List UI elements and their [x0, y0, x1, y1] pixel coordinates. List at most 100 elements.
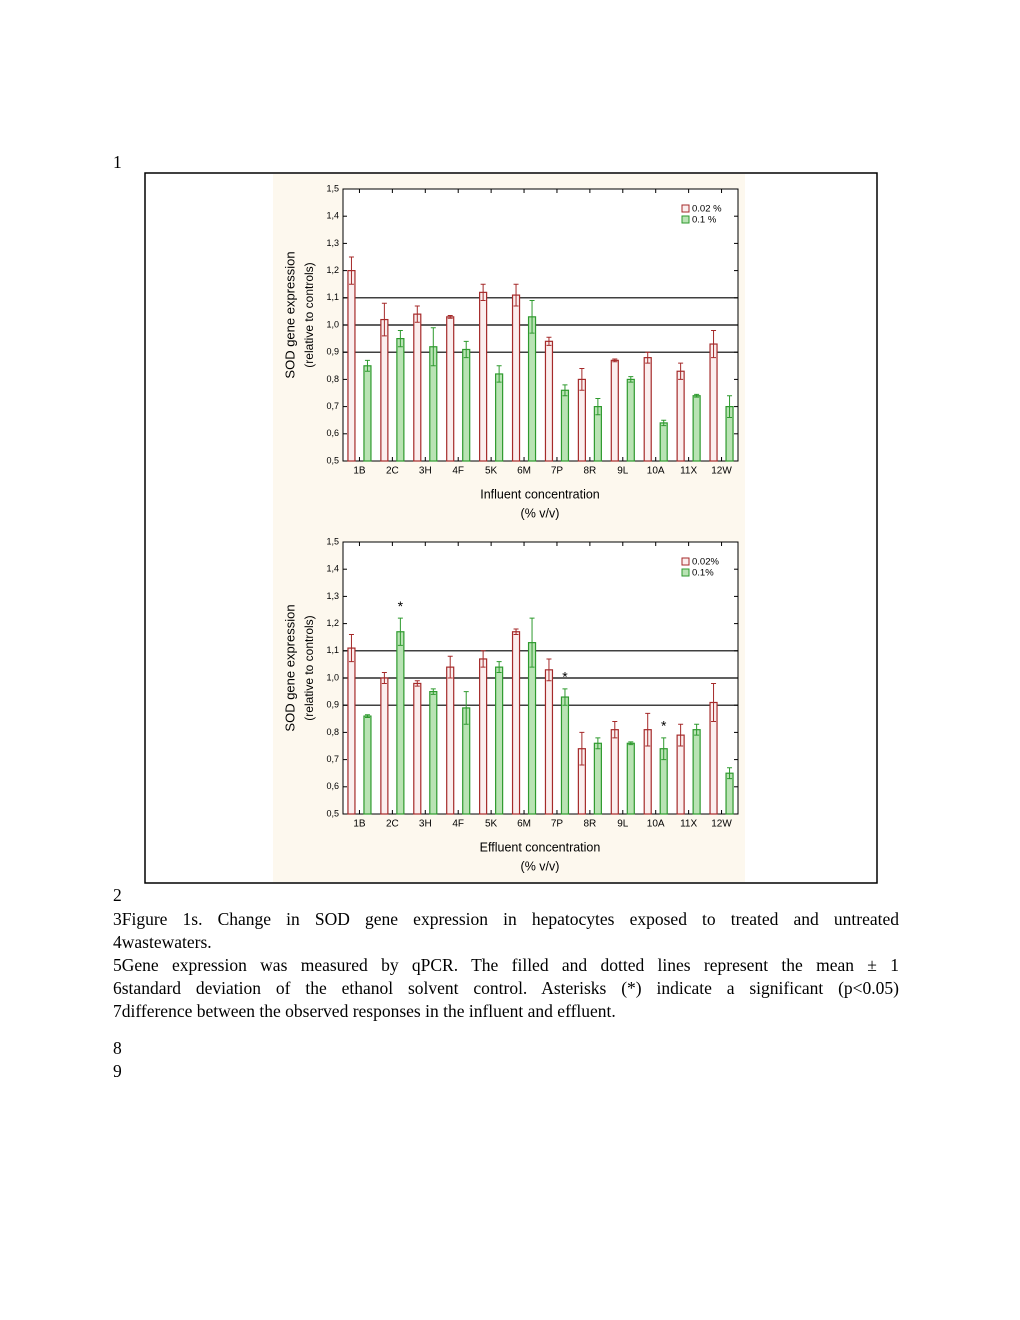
line-number: 6 [113, 978, 122, 998]
error-bar [628, 741, 634, 746]
bar [396, 631, 405, 815]
bar [593, 742, 602, 815]
bar [527, 316, 537, 462]
bar [511, 294, 521, 462]
bar [709, 343, 718, 462]
y-tick-label: 1,1 [326, 292, 339, 302]
y-tick-label: 1,5 [326, 183, 339, 193]
bar [446, 316, 455, 462]
bar [446, 666, 455, 815]
error-bar [480, 283, 486, 302]
bar [626, 378, 635, 462]
error-bar [397, 617, 403, 646]
chart: 0,5 0,6 0,7 0,8 0,9 1,0 1,1 1,2 1,3 1,4 1,5 1B 2C 3H 4… [282, 183, 739, 520]
x-tick-label: 5K [485, 819, 498, 830]
y-tick-label: 1,3 [326, 238, 339, 248]
caption-line: 5Gene expression was measured by qPCR. T… [113, 954, 899, 977]
x-tick-label: 10A [647, 466, 665, 477]
error-bar [562, 384, 568, 397]
chart: 0,5 0,6 0,7 0,8 0,9 1,0 1,1 1,2 1,3 1,4 1,5 1B 2C 3H 4… [282, 536, 739, 873]
legend-swatch [681, 568, 690, 577]
error-bar [694, 393, 700, 398]
error-bar [579, 731, 585, 766]
error-bar [529, 617, 535, 668]
bar [659, 422, 668, 462]
error-bar [447, 314, 453, 319]
y-tick-label: 1,2 [326, 265, 339, 275]
x-tick-label: 2C [386, 819, 399, 830]
error-bar [447, 655, 453, 679]
bar [676, 370, 685, 462]
y-tick-label: 0,7 [326, 401, 339, 411]
error-bar [480, 650, 486, 668]
x-tick-label: 8R [583, 819, 596, 830]
x-tick-label: 5K [485, 466, 498, 477]
x-tick-label: 9L [617, 466, 629, 477]
error-bar [496, 661, 502, 674]
y-axis-label: (relative to controls) [302, 262, 316, 367]
x-tick-label: 11X [680, 819, 697, 830]
bar [413, 313, 422, 462]
error-bar [348, 256, 354, 285]
line-number: 9 [113, 1061, 122, 1081]
legend-swatch [681, 557, 690, 566]
error-bar [348, 633, 354, 663]
caption-text: wastewaters. [121, 932, 212, 952]
error-bar [430, 688, 436, 695]
caption-text: Figure 1s. Change in SOD gene expression… [121, 909, 899, 929]
x-tick-label: 9L [617, 819, 629, 830]
y-tick-label: 1,0 [326, 319, 339, 329]
y-tick-label: 0,8 [326, 727, 339, 737]
error-bar [529, 300, 535, 334]
error-bar [397, 329, 403, 348]
bar [495, 666, 504, 815]
annotation: * [661, 718, 667, 734]
bar [380, 677, 389, 815]
error-bar [414, 680, 420, 687]
x-tick-label: 1B [353, 819, 366, 830]
error-bar [694, 723, 700, 736]
x-tick-label: 10A [647, 819, 665, 830]
line-number: 1 [113, 152, 122, 172]
bar [676, 734, 685, 815]
error-bar [414, 305, 420, 323]
error-bar [645, 351, 651, 364]
bar [511, 631, 521, 815]
bar [462, 348, 471, 462]
error-bar [364, 359, 370, 372]
x-tick-label: 3H [419, 819, 432, 830]
error-bar [727, 767, 733, 780]
legend-label: 0.1 % [692, 215, 717, 226]
line-number: 8 [113, 1038, 122, 1058]
error-bar [381, 302, 387, 337]
x-tick-label: 8R [583, 466, 596, 477]
legend-label: 0.02% [692, 557, 719, 568]
error-bar [612, 358, 618, 363]
line-number: 3 [113, 909, 122, 929]
caption-line: 7difference between the observed respons… [113, 1000, 899, 1023]
bar [560, 389, 570, 462]
x-tick-label: 4F [452, 819, 464, 830]
error-bar [579, 368, 585, 391]
bar [560, 696, 570, 815]
error-bar [711, 682, 717, 723]
x-tick-label: 6M [517, 819, 531, 830]
caption-text: Gene expression was measured by qPCR. Th… [121, 955, 899, 975]
error-bar [661, 737, 667, 761]
error-bar [562, 688, 568, 706]
error-bar [711, 329, 717, 359]
y-tick-label: 1,5 [326, 536, 339, 546]
y-axis-label: (relative to controls) [302, 615, 316, 720]
bar [692, 729, 701, 815]
error-bar [678, 362, 684, 380]
bar [429, 690, 438, 815]
bar [610, 359, 619, 462]
bar [692, 395, 701, 462]
error-bar [513, 628, 519, 635]
error-bar [430, 327, 436, 367]
error-bar [645, 712, 651, 747]
bar [380, 318, 389, 462]
x-tick-label: 12W [711, 466, 732, 477]
x-tick-label: 1B [353, 466, 366, 477]
